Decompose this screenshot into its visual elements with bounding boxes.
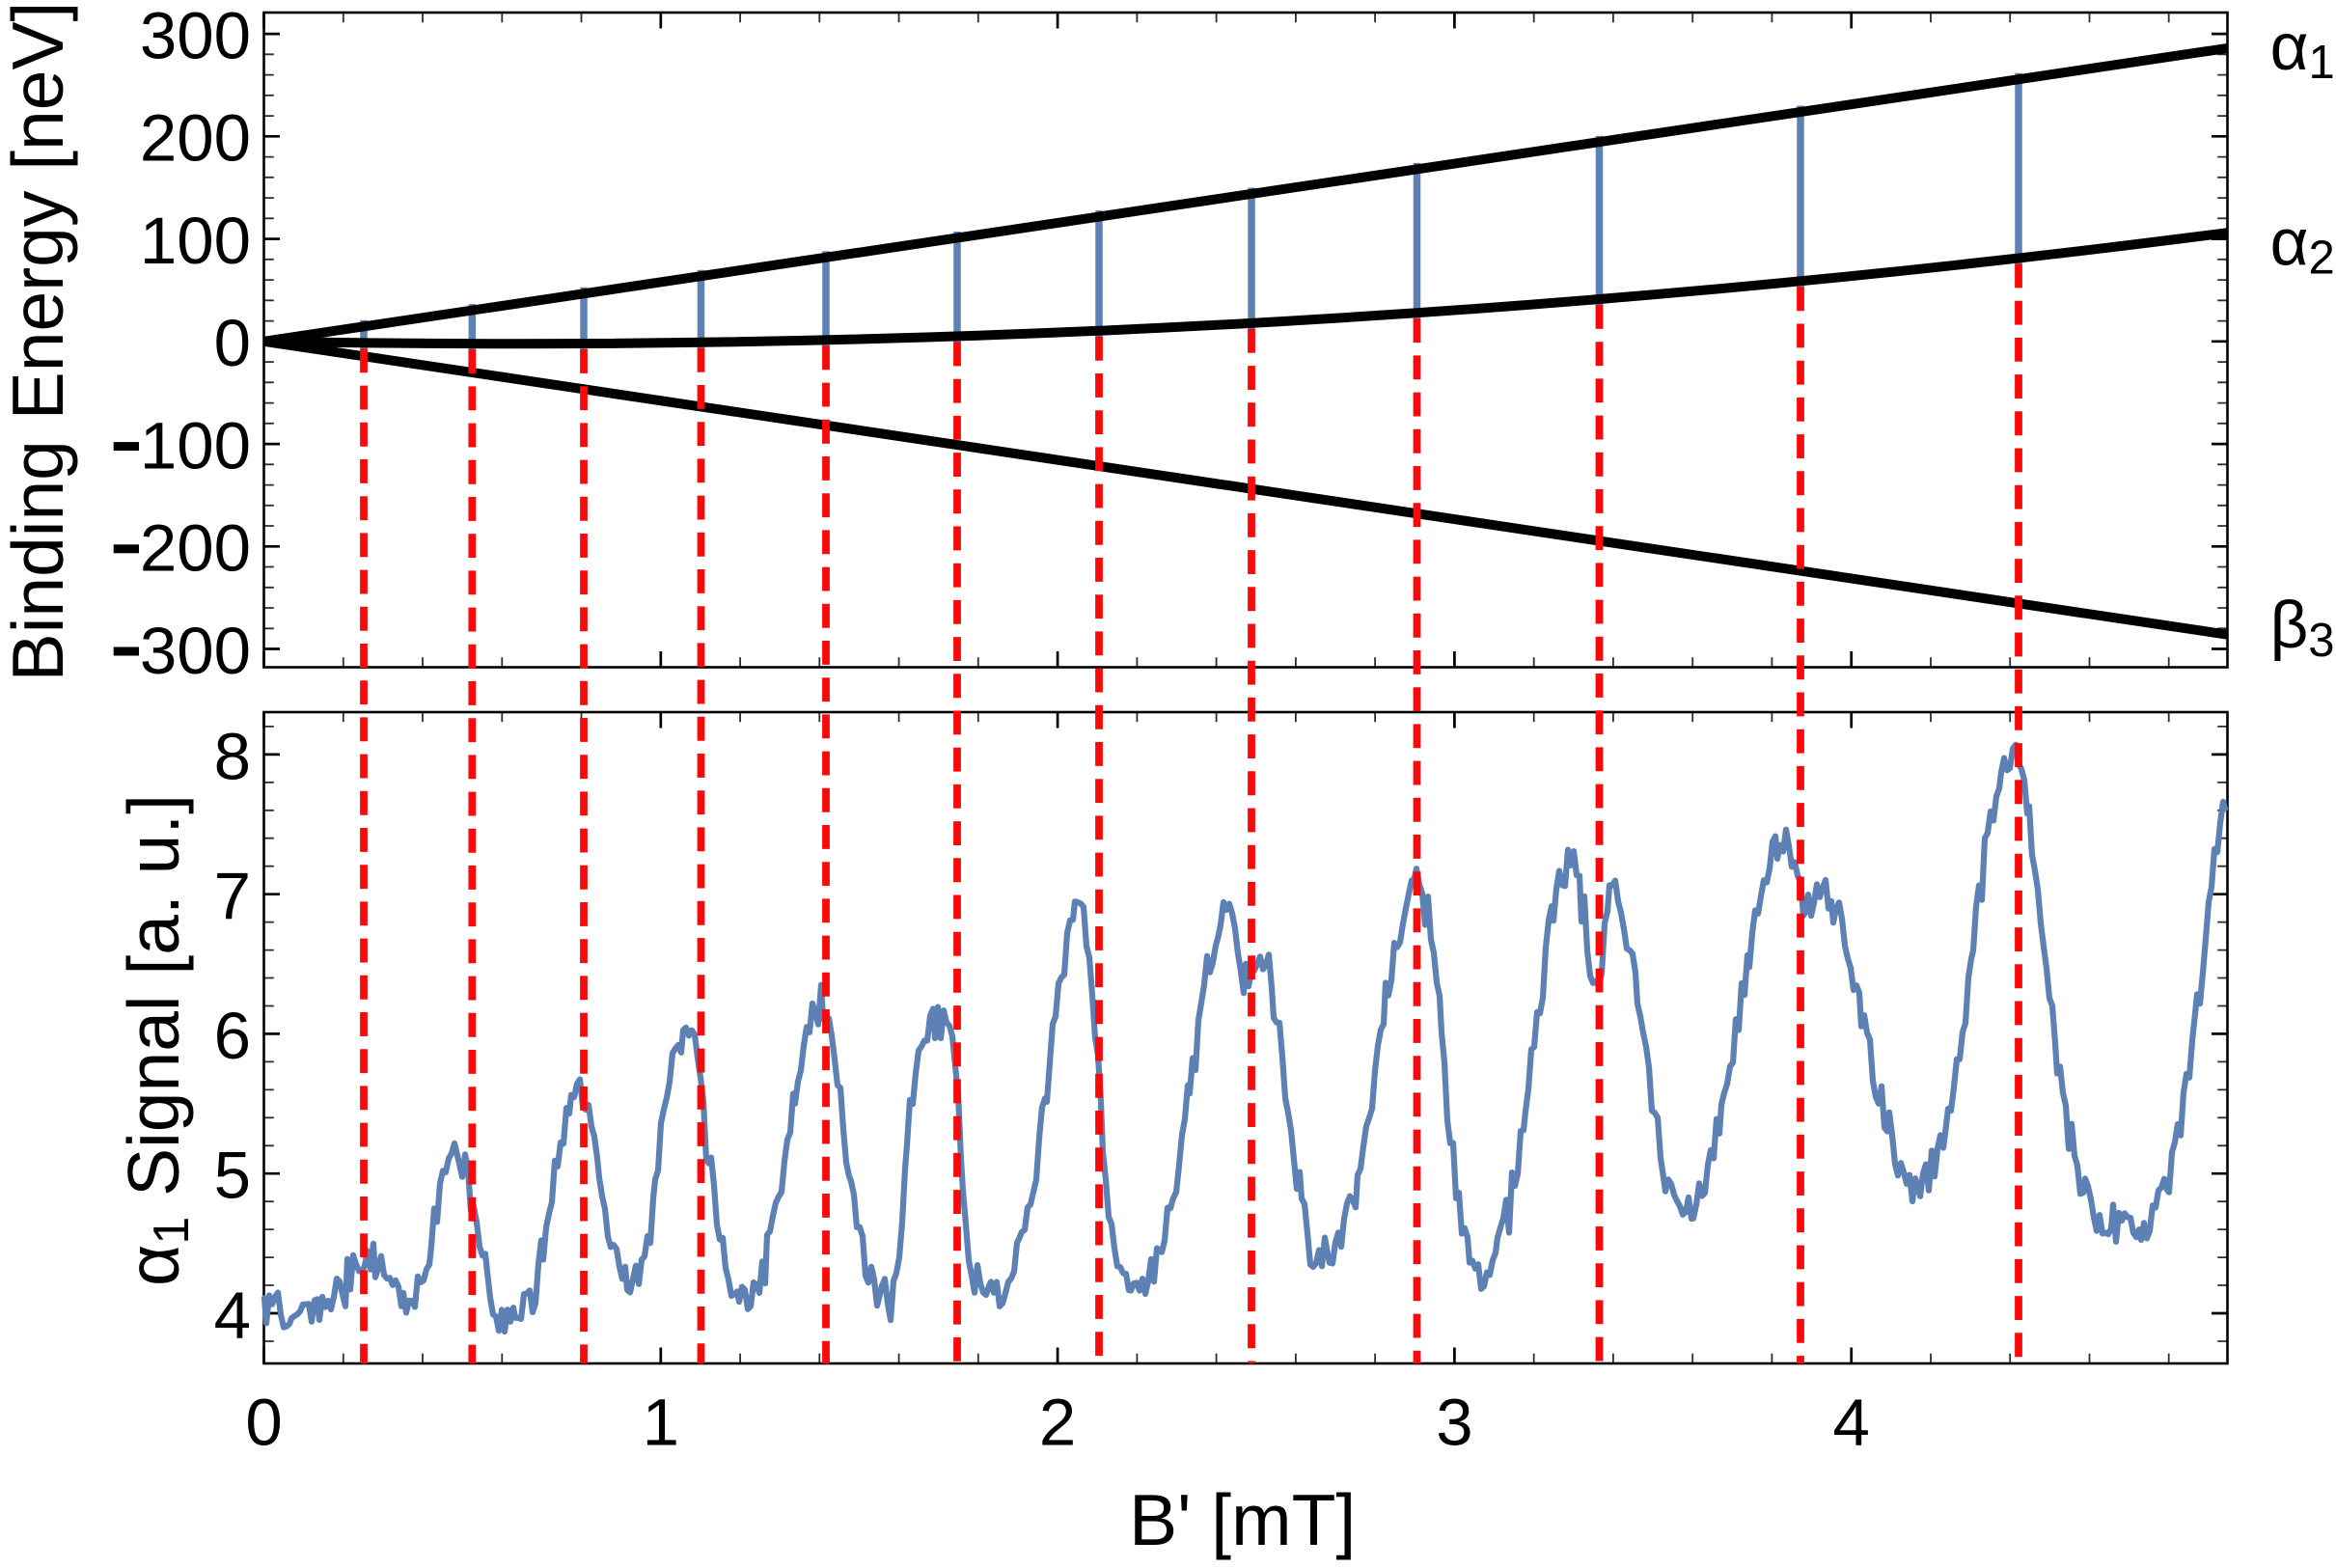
svg-text:1: 1: [643, 1386, 679, 1460]
svg-text:0: 0: [214, 306, 251, 380]
svg-text:7: 7: [214, 859, 251, 933]
svg-text:5: 5: [214, 1139, 251, 1213]
svg-text:α1 Signal [a. u.]: α1 Signal [a. u.]: [113, 794, 200, 1286]
svg-text:6: 6: [214, 999, 251, 1073]
svg-text:Binding Energy [neV]: Binding Energy [neV]: [0, 2, 78, 682]
svg-text:2: 2: [1039, 1386, 1076, 1460]
svg-text:100: 100: [140, 204, 251, 278]
svg-text:3: 3: [1436, 1386, 1472, 1460]
svg-text:B' [mT]: B' [mT]: [1129, 1479, 1356, 1560]
svg-text:α2: α2: [2270, 206, 2335, 285]
svg-text:200: 200: [140, 101, 251, 176]
svg-text:300: 300: [140, 614, 251, 688]
svg-text:100: 100: [140, 408, 251, 482]
svg-text:0: 0: [245, 1386, 282, 1460]
svg-text:200: 200: [140, 511, 251, 586]
svg-text:4: 4: [214, 1278, 251, 1352]
svg-text:α1: α1: [2270, 10, 2335, 89]
svg-text:300: 300: [140, 0, 251, 73]
svg-text:8: 8: [214, 719, 251, 793]
svg-text:4: 4: [1833, 1386, 1870, 1460]
